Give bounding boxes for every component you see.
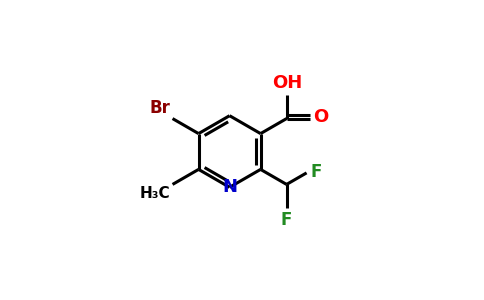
Text: OH: OH [272, 74, 303, 92]
Text: H₃C: H₃C [139, 186, 170, 201]
Text: N: N [222, 178, 237, 196]
Text: Br: Br [150, 99, 170, 117]
Text: O: O [313, 108, 329, 126]
Text: F: F [310, 163, 321, 181]
Text: F: F [281, 211, 292, 229]
